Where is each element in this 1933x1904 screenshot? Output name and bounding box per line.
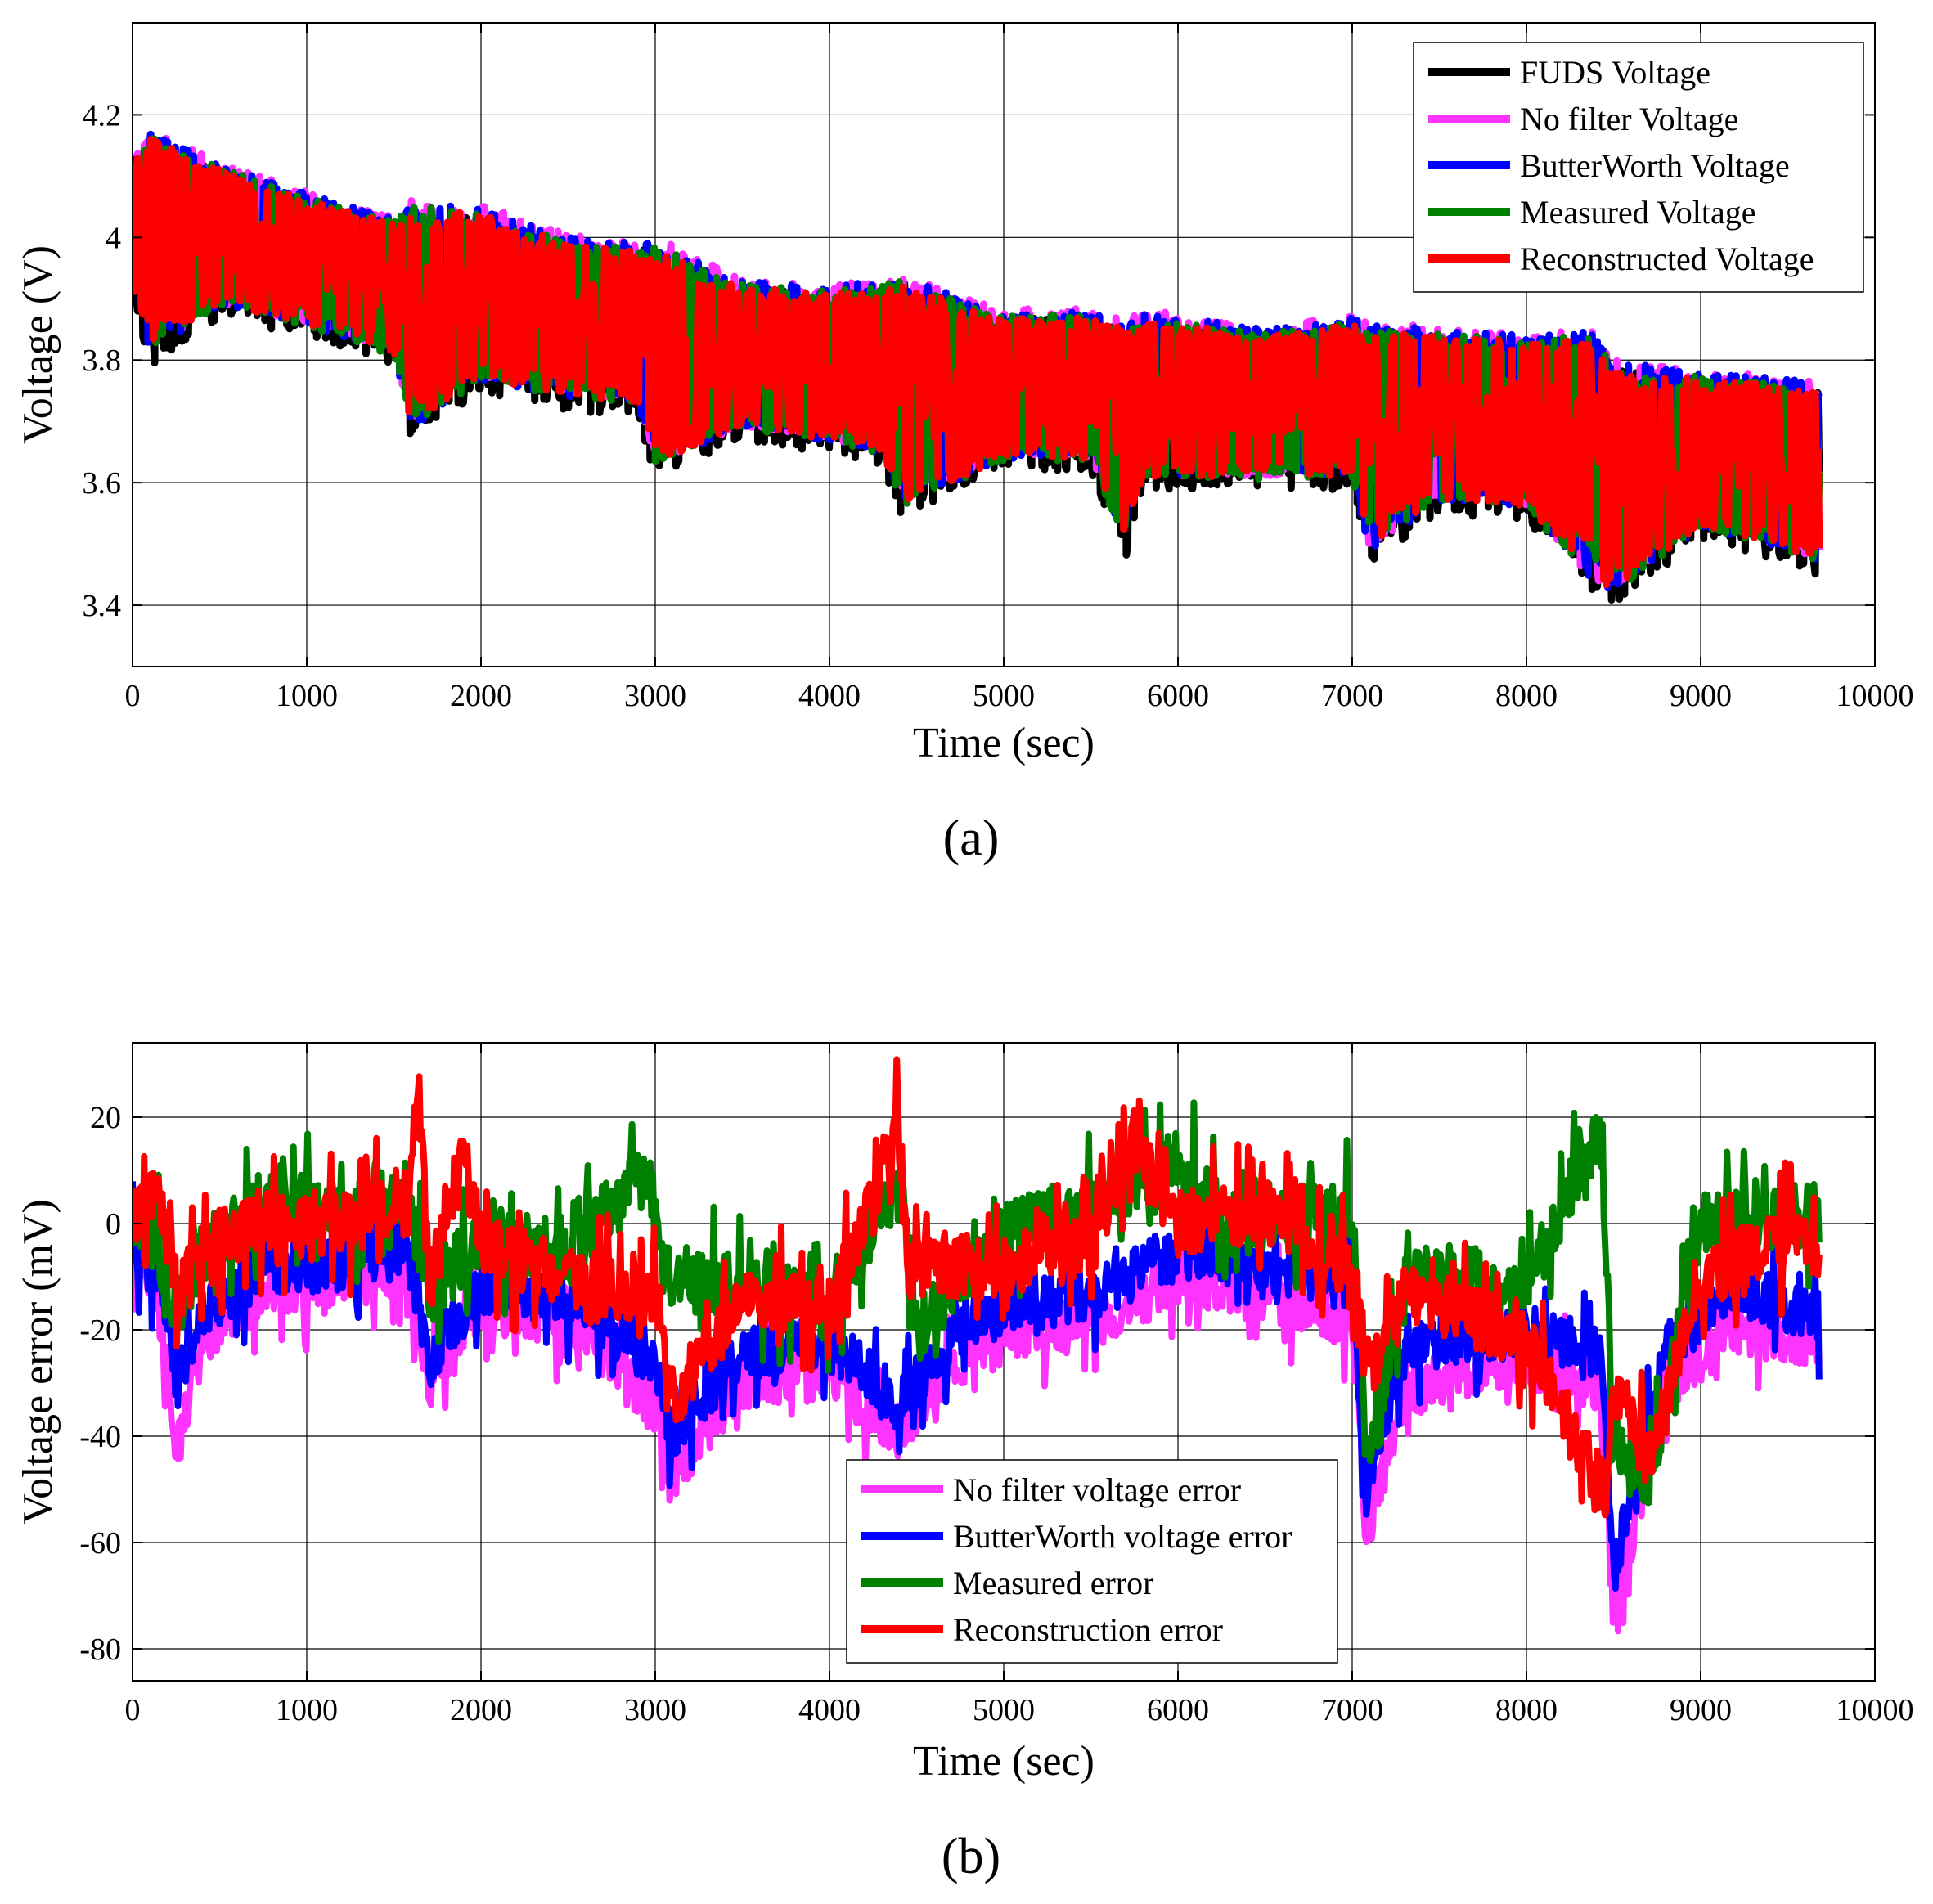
legend-entry-label: Measured error [953,1565,1153,1601]
legend-entry-label: FUDS Voltage [1520,54,1710,91]
panel-a-series [133,130,1823,604]
y-tick-label: 20 [90,1101,121,1135]
x-tick-label: 7000 [1321,679,1383,713]
x-tick-label: 8000 [1495,679,1558,713]
panel-b-error-chart: 0 1000 2000 3000 4000 5000 6000 7000 8000 9000 100… [15,1042,1914,1884]
x-tick-label: 7000 [1321,1693,1383,1727]
legend-entry-label: No filter voltage error [953,1471,1241,1508]
panel-a-x-axis-label: Time (sec) [913,720,1095,766]
x-tick-label: 9000 [1670,1693,1732,1727]
x-tick-label: 8000 [1495,1693,1558,1727]
y-tick-label: -40 [79,1420,121,1454]
x-tick-label: 4000 [798,679,861,713]
panel-a-legend: FUDS Voltage No filter Voltage ButterWorth… [1413,42,1864,293]
x-tick-label: 3000 [624,1693,686,1727]
y-tick-label: 3.6 [83,466,122,501]
legend-entry-label: No filter Voltage [1520,101,1738,137]
x-tick-label: 0 [125,1693,141,1727]
y-tick-label: 4.2 [83,98,122,132]
y-tick-label: 0 [106,1207,121,1242]
legend-entry-label: ButterWorth Voltage [1520,147,1790,184]
y-tick-label: 4 [106,221,121,255]
y-tick-label: -20 [79,1313,121,1348]
x-tick-label: 4000 [798,1693,861,1727]
y-tick-label: 3.8 [83,344,122,378]
legend-entry-label: Measured Voltage [1520,194,1755,231]
x-tick-label: 9000 [1670,679,1732,713]
x-tick-label: 10000 [1836,1693,1914,1727]
legend-entry-label: ButterWorth voltage error [953,1518,1292,1555]
panel-a-label: (a) [943,811,1000,866]
panel-b-y-axis-label: Voltage error (mV) [15,1199,61,1525]
x-tick-label: 5000 [973,1693,1035,1727]
legend-entry-label: Reconstructed Voltage [1520,240,1814,277]
x-tick-label: 1000 [276,1693,338,1727]
x-tick-label: 6000 [1147,1693,1209,1727]
series-line-reconstruction-error [133,1056,1823,1519]
panel-b-ticks: 0 1000 2000 3000 4000 5000 6000 7000 8000 9000 100… [79,1043,1914,1727]
y-tick-label: -80 [79,1632,121,1667]
series-line-reconstructed-voltage [133,136,1823,589]
panel-a-ticks: 0 1000 2000 3000 4000 5000 6000 7000 8000 9000 100… [83,23,1914,713]
y-tick-label: 3.4 [83,589,122,623]
panel-b-x-axis-label: Time (sec) [913,1738,1095,1785]
x-tick-label: 2000 [450,679,512,713]
x-tick-label: 6000 [1147,679,1209,713]
x-tick-label: 1000 [276,679,338,713]
panel-b-legend: No filter voltage error ButterWorth volta… [846,1459,1338,1664]
x-tick-label: 2000 [450,1693,512,1727]
x-tick-label: 5000 [973,679,1035,713]
panel-b-label: (b) [942,1829,1000,1884]
panel-b-series [133,1056,1823,1635]
y-tick-label: -60 [79,1526,121,1560]
panel-a-y-axis-label: Voltage (V) [15,245,61,444]
legend-entry-label: Reconstruction error [953,1611,1223,1648]
x-tick-label: 3000 [624,679,686,713]
x-tick-label: 0 [125,679,141,713]
x-tick-label: 10000 [1836,679,1914,713]
